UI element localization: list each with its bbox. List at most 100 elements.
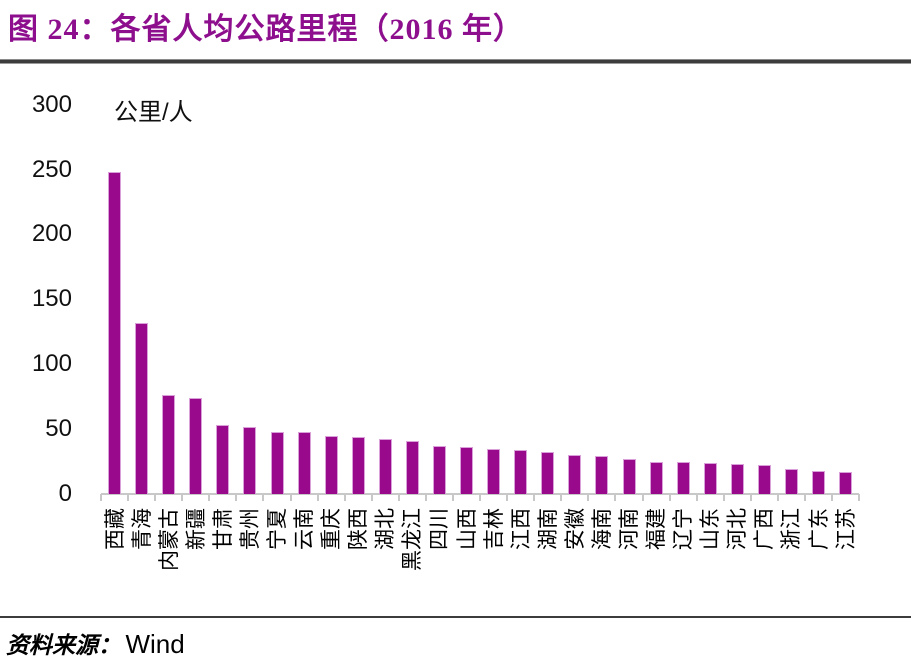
x-axis-tick-mark	[749, 494, 752, 501]
bar-吉林	[487, 448, 501, 494]
bar-chart: 公里/人 0 50 100 150 200 250 300 西藏 青海 内蒙古 新疆 甘肃 贵州 宁夏 云南…	[31, 90, 861, 571]
x-axis-tick-mark	[479, 494, 482, 501]
bar-山西	[460, 447, 474, 494]
y-axis-tick-label: 0	[58, 480, 72, 507]
bar-云南	[297, 431, 311, 494]
x-axis-tick-mark	[100, 494, 102, 501]
bar-海南	[595, 456, 609, 494]
x-axis-tick-mark	[533, 494, 536, 501]
x-axis-tick-mark	[208, 494, 211, 501]
x-axis-tick-mark	[804, 494, 806, 501]
x-axis-tick-mark	[127, 494, 130, 501]
x-axis-tick-mark	[154, 494, 157, 501]
bar-陕西	[351, 436, 365, 494]
x-axis-tick-mark	[587, 494, 590, 501]
bar-青海	[135, 322, 149, 494]
bar-湖南	[541, 452, 555, 494]
x-axis-label: 安徽	[562, 508, 587, 550]
x-axis-tick-mark	[397, 494, 400, 501]
x-axis-label: 山西	[454, 508, 479, 550]
source-label: 资料来源：	[6, 633, 121, 658]
bar-安徽	[568, 455, 582, 494]
bar-内蒙古	[162, 395, 176, 494]
x-axis-tick-mark	[424, 494, 427, 501]
x-axis-tick-mark	[560, 494, 563, 501]
x-axis-tick-mark	[614, 494, 617, 501]
x-axis-label: 内蒙古	[156, 508, 181, 571]
x-axis-label: 宁夏	[265, 508, 289, 550]
x-axis-label: 江西	[508, 508, 533, 550]
bar-河南	[622, 458, 636, 494]
chart-title: 图 24：各省人均公路里程（2016 年）	[8, 13, 524, 46]
bar-广东	[812, 470, 826, 494]
x-axis-tick-mark	[831, 494, 834, 501]
x-axis-label: 海南	[589, 508, 614, 550]
bar-福建	[649, 461, 663, 494]
bar-广西	[757, 465, 771, 494]
x-axis-label: 新疆	[183, 508, 208, 550]
x-axis-tick-mark	[343, 494, 346, 501]
x-axis-label: 贵州	[237, 508, 262, 550]
x-axis-tick-mark	[776, 494, 779, 501]
y-axis-tick-label: 150	[31, 285, 72, 313]
bar-四川	[432, 445, 446, 494]
y-axis-tick-label: 100	[31, 350, 72, 378]
bar-湖北	[378, 439, 392, 494]
bar-西藏	[108, 172, 122, 494]
source-note: 资料来源： Wind	[6, 626, 185, 660]
x-axis-tick-mark	[722, 494, 725, 501]
x-axis-label: 湖南	[535, 508, 560, 550]
x-axis-label: 甘肃	[210, 508, 235, 550]
bar-宁夏	[270, 431, 284, 494]
x-axis-label: 河南	[617, 508, 641, 550]
source-value: Wind	[125, 629, 185, 659]
x-axis-label: 浙江	[779, 508, 804, 550]
bar-新疆	[189, 397, 203, 494]
x-axis-tick-mark	[262, 494, 265, 501]
x-axis-tick-mark	[506, 494, 509, 501]
bar-辽宁	[676, 461, 690, 494]
x-axis-label: 青海	[129, 508, 154, 550]
x-axis-tick-mark	[316, 494, 319, 501]
y-axis-unit-label: 公里/人	[114, 99, 193, 126]
bar-山东	[703, 462, 717, 494]
bar-贵州	[243, 426, 257, 494]
y-axis-tick-label: 250	[31, 155, 72, 183]
x-axis-label: 辽宁	[671, 508, 696, 550]
x-axis-tick-mark	[370, 494, 373, 501]
bar-江苏	[839, 471, 853, 494]
x-axis-label: 吉林	[481, 508, 506, 550]
x-axis-label: 江苏	[833, 508, 858, 550]
x-axis-tick-mark	[181, 494, 184, 501]
y-axis-tick-label: 200	[31, 220, 72, 248]
x-axis-label: 山东	[698, 508, 723, 550]
x-axis-tick-mark	[668, 494, 671, 501]
bar-浙江	[784, 469, 798, 494]
title-separator-line	[0, 59, 911, 64]
x-axis-label: 陕西	[346, 508, 371, 550]
bar-江西	[514, 449, 528, 494]
y-axis-tick-label: 50	[45, 415, 72, 443]
x-axis-label: 湖北	[373, 508, 398, 550]
x-axis-tick-mark	[289, 494, 292, 501]
bar-甘肃	[216, 425, 230, 494]
x-axis-label: 广东	[806, 508, 831, 550]
x-axis-tick-mark	[695, 494, 698, 501]
y-axis-tick-label: 300	[31, 90, 72, 118]
x-axis-tick-mark	[641, 494, 644, 501]
x-axis-tick-mark	[235, 494, 238, 501]
x-axis-label: 云南	[292, 508, 317, 550]
x-axis-label: 西藏	[102, 508, 127, 550]
x-axis-label: 重庆	[319, 508, 344, 550]
bar-河北	[730, 464, 744, 494]
x-axis-label: 黑龙江	[400, 508, 425, 571]
x-axis-label: 河北	[725, 508, 750, 550]
footer-separator-line	[0, 616, 911, 618]
x-axis-label: 广西	[752, 508, 777, 550]
bar-重庆	[324, 435, 338, 494]
x-axis-label: 福建	[644, 508, 669, 550]
x-axis-tick-mark	[452, 494, 454, 501]
x-axis-label: 四川	[427, 508, 452, 550]
x-axis-tick-mark	[858, 494, 861, 501]
